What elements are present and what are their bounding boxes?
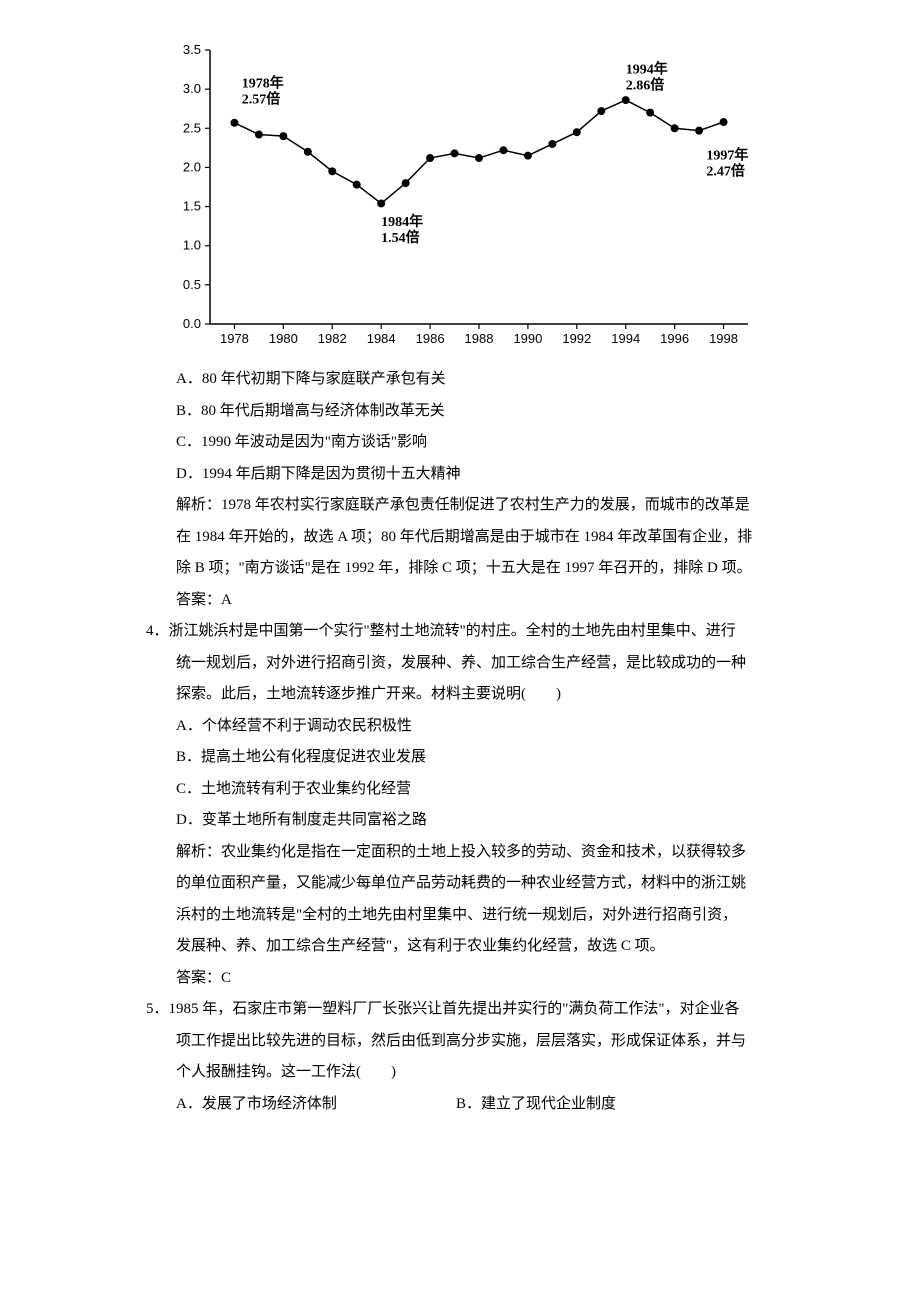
question-3-options: A．80 年代初期下降与家庭联产承包有关 B．80 年代后期增高与经济体制改革无… — [90, 364, 830, 616]
q4-solution: 解析：农业集约化是指在一定面积的土地上投入较多的劳动、资金和技术，以获得较多 的… — [176, 837, 830, 963]
svg-text:2.86倍: 2.86倍 — [626, 76, 665, 93]
q5-stem-line: 1985 年，石家庄市第一塑料厂厂长张兴让首先提出并实行的"满负荷工作法"，对企… — [169, 1001, 740, 1017]
q3-option-d: D．1994 年后期下降是因为贯彻十五大精神 — [176, 459, 830, 491]
svg-text:1.54倍: 1.54倍 — [381, 229, 420, 246]
svg-text:1.0: 1.0 — [183, 238, 201, 253]
svg-text:2.5: 2.5 — [183, 120, 201, 135]
svg-text:1982: 1982 — [318, 331, 347, 346]
svg-text:1984: 1984 — [367, 331, 396, 346]
chart: 0.0 0.5 1.0 1.5 2.0 2.5 3.0 3.5 1978 1980 1982 1984… — [160, 40, 760, 350]
q3-option-a: A．80 年代初期下降与家庭联产承包有关 — [176, 364, 830, 396]
q3-solution-line: 除 B 项；"南方谈话"是在 1992 年，排除 C 项；十五大是在 1997 … — [176, 553, 830, 585]
svg-text:3.0: 3.0 — [183, 81, 201, 96]
svg-text:2.47倍: 2.47倍 — [706, 163, 745, 180]
q3-answer: 答案：A — [176, 585, 830, 617]
q5-option-a: A．发展了市场经济体制 — [176, 1089, 456, 1121]
q4-option-b: B．提高土地公有化程度促进农业发展 — [176, 742, 830, 774]
q4-answer: 答案：C — [176, 963, 830, 995]
question-5: 5．1985 年，石家庄市第一塑料厂厂长张兴让首先提出并实行的"满负荷工作法"，… — [90, 994, 830, 1120]
q4-stem-line: 浙江姚浜村是中国第一个实行"整村土地流转"的村庄。全村的土地先由村里集中、进行 — [169, 623, 736, 639]
svg-text:1990: 1990 — [513, 331, 542, 346]
svg-text:1998: 1998 — [709, 331, 738, 346]
svg-text:1986: 1986 — [416, 331, 445, 346]
q5-stem-line: 项工作提出比较先进的目标，然后由低到高分步实施，层层落实，形成保证体系，并与 — [176, 1026, 830, 1058]
q3-solution-line: 在 1984 年开始的，故选 A 项；80 年代后期增高是由于城市在 1984 … — [176, 522, 830, 554]
q3-option-b: B．80 年代后期增高与经济体制改革无关 — [176, 396, 830, 428]
q4-option-a: A．个体经营不利于调动农民积极性 — [176, 711, 830, 743]
svg-text:1994年: 1994年 — [626, 60, 668, 77]
svg-text:1988: 1988 — [465, 331, 494, 346]
svg-text:2.0: 2.0 — [183, 159, 201, 174]
q4-solution-line: 的单位面积产量，又能减少每单位产品劳动耗费的一种农业经营方式，材料中的浙江姚 — [176, 868, 830, 900]
q3-solution-line: 解析：1978 年农村实行家庭联产承包责任制促进了农村生产力的发展，而城市的改革… — [176, 490, 830, 522]
q4-option-c: C．土地流转有利于农业集约化经营 — [176, 774, 830, 806]
svg-text:1996: 1996 — [660, 331, 689, 346]
q3-option-c: C．1990 年波动是因为"南方谈话"影响 — [176, 427, 830, 459]
q4-stem-line: 统一规划后，对外进行招商引资，发展种、养、加工综合生产经营，是比较成功的一种 — [176, 648, 830, 680]
svg-text:1984年: 1984年 — [381, 213, 423, 230]
svg-text:2.57倍: 2.57倍 — [242, 91, 280, 108]
svg-text:1978年: 1978年 — [242, 75, 284, 92]
q4-solution-line: 解析：农业集约化是指在一定面积的土地上投入较多的劳动、资金和技术，以获得较多 — [176, 837, 830, 869]
svg-text:1997年: 1997年 — [706, 147, 748, 164]
svg-text:0.0: 0.0 — [183, 316, 201, 331]
q4-solution-line: 发展种、养、加工综合生产经营"，这有利于农业集约化经营，故选 C 项。 — [176, 931, 830, 963]
svg-text:1992: 1992 — [562, 331, 591, 346]
svg-text:1994: 1994 — [611, 331, 640, 346]
q4-number: 4． — [146, 616, 169, 648]
q4-option-d: D．变革土地所有制度走共同富裕之路 — [176, 805, 830, 837]
q3-solution: 解析：1978 年农村实行家庭联产承包责任制促进了农村生产力的发展，而城市的改革… — [176, 490, 830, 585]
question-4: 4．浙江姚浜村是中国第一个实行"整村土地流转"的村庄。全村的土地先由村里集中、进… — [90, 616, 830, 994]
svg-text:1978: 1978 — [220, 331, 249, 346]
svg-text:0.5: 0.5 — [183, 277, 201, 292]
q4-solution-line: 浜村的土地流转是"全村的土地先由村里集中、进行统一规划后，对外进行招商引资， — [176, 900, 830, 932]
q5-option-b: B．建立了现代企业制度 — [456, 1096, 616, 1112]
q5-number: 5． — [146, 994, 169, 1026]
svg-text:1980: 1980 — [269, 331, 298, 346]
q4-stem-line: 探索。此后，土地流转逐步推广开来。材料主要说明( ) — [176, 679, 830, 711]
svg-text:1.5: 1.5 — [183, 199, 201, 214]
q5-stem-line: 个人报酬挂钩。这一工作法( ) — [176, 1057, 830, 1089]
svg-text:3.5: 3.5 — [183, 42, 201, 57]
